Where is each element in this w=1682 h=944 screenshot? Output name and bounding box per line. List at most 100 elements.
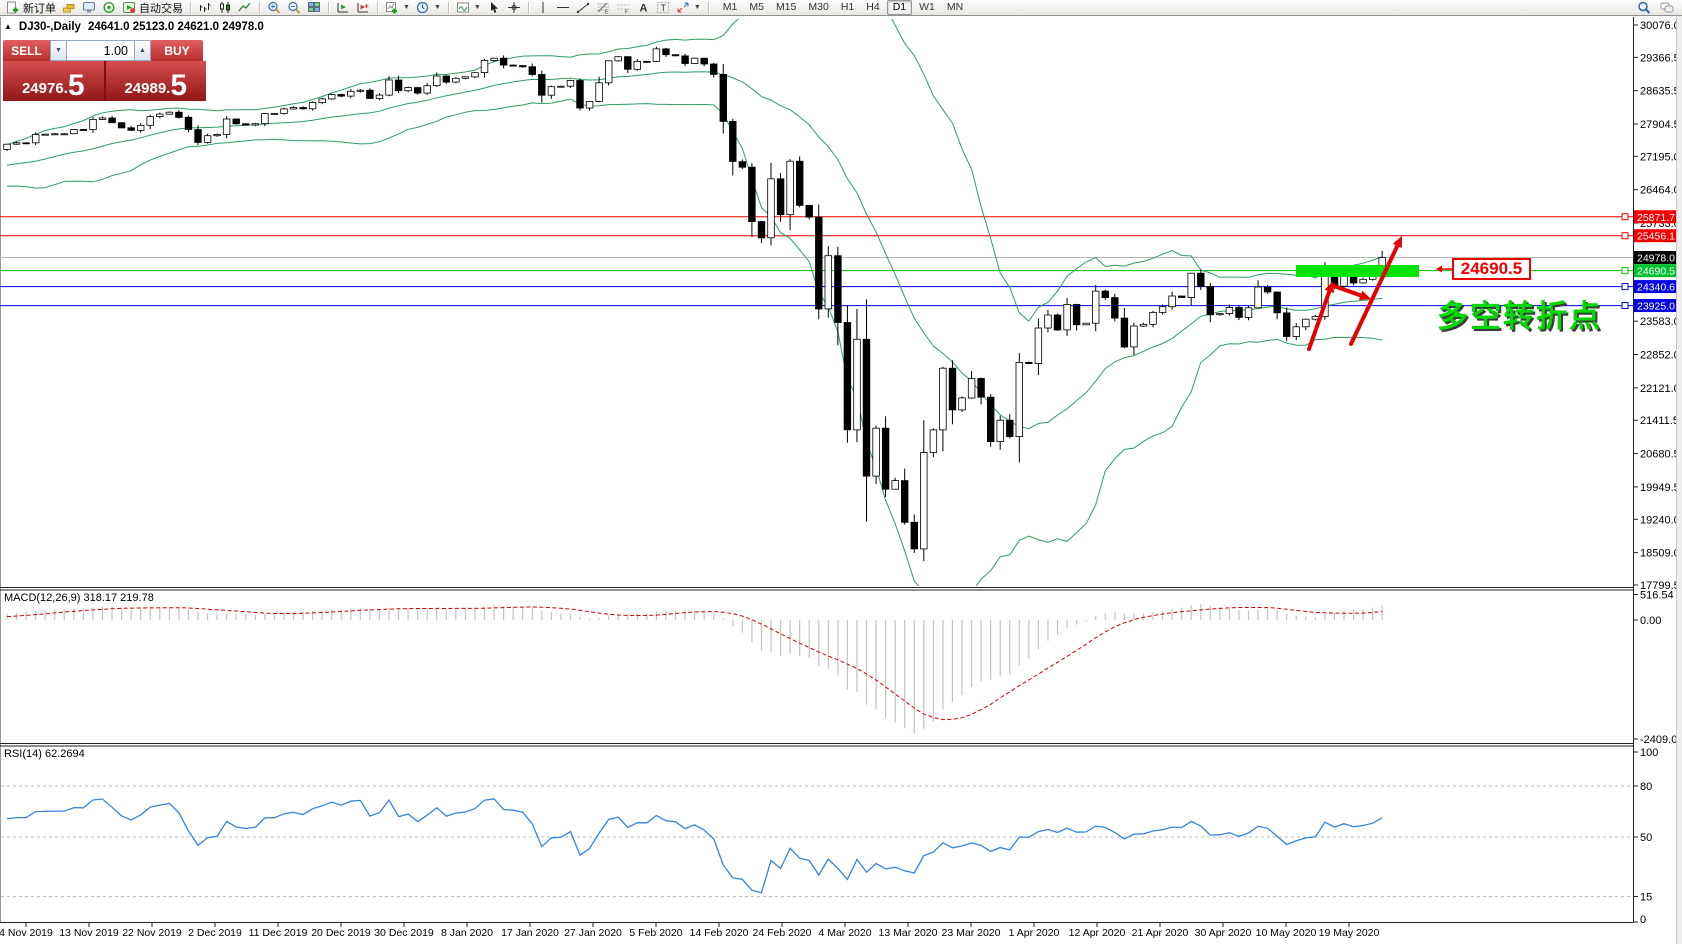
chart-shift-button[interactable]: [333, 0, 353, 15]
drawn-annotations[interactable]: [1296, 236, 1452, 351]
channel-tool[interactable]: F: [613, 0, 633, 15]
chevron-down-icon: ▼: [693, 4, 701, 11]
main-toolbar: 新订单 自动交易 ▼ ▼ ▼: [0, 0, 1682, 16]
zoom-out-button[interactable]: [284, 0, 304, 15]
line-chart-button[interactable]: [235, 0, 255, 15]
horizontal-line-tool[interactable]: [553, 0, 573, 15]
timeframe-w1[interactable]: W1: [919, 1, 935, 13]
svg-text:30 Apr 2020: 30 Apr 2020: [1195, 927, 1252, 939]
rsi-line: [1, 785, 1632, 897]
new-chart-button[interactable]: ▼: [382, 0, 413, 15]
svg-text:23583.0: 23583.0: [1640, 316, 1680, 328]
new-order-icon: [7, 1, 18, 14]
candlestick-chart-icon: [220, 2, 230, 13]
bar-chart-icon: [200, 3, 211, 12]
signals-button[interactable]: [99, 0, 119, 15]
sell-price[interactable]: 24976. 5: [3, 61, 104, 101]
period-button[interactable]: ▼: [413, 0, 444, 15]
chart-shift-icon: [337, 3, 348, 13]
cursor-tool-button[interactable]: [484, 0, 504, 15]
svg-text:24978.0: 24978.0: [1637, 253, 1675, 265]
sell-button[interactable]: SELL: [3, 40, 50, 61]
timeframe-d1[interactable]: D1: [886, 0, 913, 15]
zoom-out-icon: [288, 1, 301, 14]
new-order-button[interactable]: 新订单: [3, 0, 59, 15]
arrows-icon: [677, 2, 689, 13]
svg-text:19949.5: 19949.5: [1640, 482, 1680, 494]
crosshair-tool-button[interactable]: [504, 0, 524, 15]
timeframe-m15[interactable]: M15: [775, 1, 797, 13]
svg-text:27904.5: 27904.5: [1640, 119, 1680, 131]
toolbar-separator: [190, 1, 191, 14]
svg-text:12 Apr 2020: 12 Apr 2020: [1069, 927, 1126, 939]
timeframe-h4[interactable]: H4: [866, 1, 880, 13]
text-tool[interactable]: A: [633, 0, 653, 15]
autotrading-label: 自动交易: [139, 2, 183, 15]
volume-decrease-button[interactable]: ▼: [50, 40, 67, 61]
timeframe-h1[interactable]: H1: [840, 1, 855, 13]
timeframe-m30[interactable]: M30: [808, 1, 829, 13]
svg-text:25456.1: 25456.1: [1637, 231, 1675, 243]
tile-windows-button[interactable]: [304, 0, 324, 15]
macd-indicator-label: MACD(12,26,9) 318.17 219.78: [4, 592, 154, 604]
vertical-line-tool[interactable]: [533, 0, 553, 15]
timeframe-mn[interactable]: MN: [946, 1, 964, 13]
arrows-tool[interactable]: ▼: [673, 0, 704, 15]
one-click-trading-panel: SELL ▼ ▲ BUY 24976.5 24989.5: [3, 40, 206, 101]
terminal-button[interactable]: [79, 0, 99, 15]
svg-text:22852.0: 22852.0: [1640, 350, 1680, 362]
trendline-tool[interactable]: [573, 0, 593, 15]
svg-text:27 Jan 2020: 27 Jan 2020: [564, 927, 622, 939]
timeframe-toolbar: M1 M5 M15 M30 H1 H4 D1 W1 MN: [717, 0, 969, 15]
bar-chart-button[interactable]: [195, 0, 215, 15]
autotrading-button[interactable]: 自动交易: [119, 0, 186, 15]
clock-icon: [416, 1, 429, 14]
svg-text:23 Mar 2020: 23 Mar 2020: [942, 927, 1001, 939]
horizontal-line-icon: [556, 7, 569, 8]
svg-text:10 May 2020: 10 May 2020: [1256, 927, 1317, 939]
volume-increase-button[interactable]: ▲: [134, 40, 151, 61]
svg-text:T: T: [660, 3, 666, 13]
auto-scroll-button[interactable]: [353, 0, 373, 15]
candlestick-chart-button[interactable]: [215, 0, 235, 15]
volume-input[interactable]: [67, 40, 134, 61]
indicators-icon: [456, 2, 469, 13]
toolbar-separator: [447, 1, 449, 14]
sell-price-pip: 5: [67, 69, 85, 102]
svg-text:19240.0: 19240.0: [1640, 514, 1680, 526]
symbol-ohlc-line: ▲ DJ30-,Daily 24641.0 25123.0 24621.0 24…: [4, 21, 264, 33]
search-icon[interactable]: [1637, 1, 1651, 14]
buy-button[interactable]: BUY: [151, 40, 203, 61]
right-scrollbar[interactable]: [1676, 16, 1682, 944]
timeframe-m5[interactable]: M5: [749, 1, 764, 13]
sell-price-main: 24976.: [21, 80, 68, 97]
text-label-tool[interactable]: T: [653, 0, 673, 15]
chat-icon[interactable]: [1660, 1, 1674, 14]
svg-text:80: 80: [1640, 781, 1652, 793]
svg-text:11 Dec 2019: 11 Dec 2019: [249, 927, 308, 939]
fibonacci-tool[interactable]: E: [593, 0, 613, 15]
new-order-label: 新订单: [23, 2, 56, 15]
svg-text:17 Jan 2020: 17 Jan 2020: [501, 927, 559, 939]
time-axis: 4 Nov 2019 13 Nov 2019 22 Nov 2019 2 Dec 20…: [0, 922, 1380, 939]
price-axis: 30076.0 29366.5 28635.5 27904.5 27195.0 26464…: [1634, 20, 1682, 926]
svg-text:30076.0: 30076.0: [1640, 20, 1680, 32]
buy-price[interactable]: 24989. 5: [105, 61, 206, 102]
symbol-ohlc-values: 24641.0 25123.0 24621.0 24978.0: [87, 21, 264, 33]
svg-text:0: 0: [1640, 914, 1646, 926]
buy-price-main: 24989.: [124, 80, 171, 97]
panel-collapse-icon[interactable]: ▲: [4, 22, 12, 31]
svg-text:0.00: 0.00: [1640, 615, 1661, 627]
trendline-icon: [576, 2, 590, 14]
buy-price-pip: 5: [170, 69, 188, 102]
gold-button[interactable]: [59, 0, 79, 15]
indicators-button[interactable]: ▼: [453, 0, 484, 15]
svg-text:21 Apr 2020: 21 Apr 2020: [1132, 927, 1189, 939]
svg-text:15: 15: [1640, 892, 1652, 904]
svg-text:2 Dec 2019: 2 Dec 2019: [188, 927, 242, 939]
timeframe-m1[interactable]: M1: [722, 1, 738, 13]
zoom-in-button[interactable]: [264, 0, 284, 15]
svg-text:5 Feb 2020: 5 Feb 2020: [629, 927, 682, 939]
svg-text:50: 50: [1640, 832, 1652, 844]
